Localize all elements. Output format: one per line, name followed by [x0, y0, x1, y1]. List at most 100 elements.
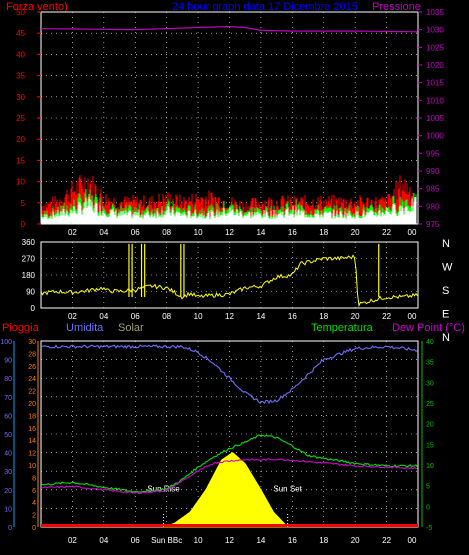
- pressure-ytick: 995: [426, 149, 440, 158]
- header-right-label: Pressione: [372, 1, 421, 13]
- temp-ytick: 0: [426, 504, 430, 511]
- direction-ytick: 360: [22, 238, 36, 247]
- panel-wind-xtick: 04: [99, 228, 108, 237]
- header-title: 24 hour graph data 17 Dicembre 2015: [172, 1, 358, 13]
- rain-ytick: 30: [28, 339, 36, 346]
- humidity-ytick: 70: [4, 395, 12, 402]
- label-solar: Solar: [118, 322, 144, 334]
- panel-wind-xtick: 10: [194, 228, 203, 237]
- rain-ytick: 20: [28, 401, 36, 408]
- pressure-ytick: 1030: [426, 26, 444, 35]
- temp-ytick: 5: [426, 484, 430, 491]
- pressure-ytick: 1035: [426, 8, 444, 17]
- humidity-ytick: 90: [4, 358, 12, 365]
- solar-area: [163, 452, 290, 528]
- panel-climate-xtick: 12: [225, 536, 234, 545]
- pressure-ytick: 1010: [426, 96, 444, 105]
- panel-direction-xtick: 14: [256, 312, 265, 321]
- wind-ytick: 30: [16, 93, 25, 102]
- direction-compass-label: N: [442, 238, 450, 250]
- panel-climate-xtick: Sun BBc: [151, 536, 182, 545]
- pressure-ytick: 985: [426, 185, 440, 194]
- rain-ytick: 16: [28, 426, 36, 433]
- panel-direction-xtick: 12: [225, 312, 234, 321]
- panel-wind-xtick: 06: [131, 228, 140, 237]
- pressure-line: [41, 25, 417, 33]
- wind-ytick: 15: [16, 156, 25, 165]
- temp-ytick: 30: [426, 380, 434, 387]
- pressure-ytick: 1020: [426, 61, 444, 70]
- panel-direction-xtick: 08: [162, 312, 171, 321]
- panel-direction-xtick: 22: [382, 312, 391, 321]
- humidity-ytick: 0: [8, 525, 12, 532]
- humidity-ytick: 80: [4, 376, 12, 383]
- rain-ytick: 8: [32, 475, 36, 482]
- wind-ytick: 45: [16, 29, 25, 38]
- rain-ytick: 18: [28, 413, 36, 420]
- panel-climate-xtick: 04: [99, 536, 108, 545]
- wind-ytick: 50: [16, 8, 25, 17]
- panel-climate-xtick: 00: [408, 536, 417, 545]
- panel-wind-xtick: 20: [351, 228, 360, 237]
- temp-ytick: 35: [426, 360, 434, 367]
- rain-ytick: 4: [32, 500, 36, 507]
- panel-direction-xtick: 02: [68, 312, 77, 321]
- humidity-ytick: 60: [4, 413, 12, 420]
- panel-climate-xtick: 18: [319, 536, 328, 545]
- humidity-ytick: 50: [4, 432, 12, 439]
- sunset-label: Sun Set: [273, 485, 302, 494]
- header-left-label: Forza vento): [6, 1, 68, 13]
- panel-direction-xtick: 10: [194, 312, 203, 321]
- humidity-line: [40, 344, 418, 405]
- panel-climate-xtick: 20: [351, 536, 360, 545]
- temp-ytick: 40: [426, 339, 434, 346]
- direction-ytick: 90: [26, 288, 35, 297]
- rain-ytick: 24: [28, 376, 36, 383]
- wind-ytick: 35: [16, 72, 25, 81]
- panel-climate-xtick: 06: [131, 536, 140, 545]
- panel-wind-xtick: 22: [382, 228, 391, 237]
- humidity-ytick: 20: [4, 488, 12, 495]
- panel-wind-xtick: 00: [408, 228, 417, 237]
- panel-wind-xtick: 08: [162, 228, 171, 237]
- temp-ytick: 20: [426, 422, 434, 429]
- humidity-ytick: 10: [4, 506, 12, 513]
- panel-direction-xtick: 00: [408, 312, 417, 321]
- rain-ytick: 28: [28, 351, 36, 358]
- dewpoint-line: [40, 458, 418, 495]
- wind-ytick: 0: [21, 220, 26, 229]
- wind-ytick: 10: [16, 178, 25, 187]
- wind-ytick: 40: [16, 50, 25, 59]
- panel-climate-xtick: 02: [68, 536, 77, 545]
- panel-direction-xtick: 04: [99, 312, 108, 321]
- pressure-ytick: 975: [426, 220, 440, 229]
- rain-bar: [41, 524, 418, 527]
- pressure-ytick: 1000: [426, 132, 444, 141]
- label-dewpoint: Dew Point (°C): [392, 322, 465, 334]
- pressure-ytick: 1025: [426, 43, 444, 52]
- panel-wind-xtick: 02: [68, 228, 77, 237]
- panel-direction-xtick: 18: [319, 312, 328, 321]
- rain-ytick: 0: [32, 525, 36, 532]
- panel-climate-xtick: 16: [288, 536, 297, 545]
- rain-ytick: 14: [28, 438, 36, 445]
- panel-climate-xtick: 14: [256, 536, 265, 545]
- wind-ytick: 20: [16, 135, 25, 144]
- pressure-ytick: 980: [426, 202, 440, 211]
- humidity-ytick: 30: [4, 469, 12, 476]
- temperature-line: [40, 434, 418, 494]
- panel-direction-xtick: 20: [351, 312, 360, 321]
- pressure-ytick: 990: [426, 167, 440, 176]
- label-temperatura: Temperatura: [311, 322, 374, 334]
- label-pioggia: Pioggia: [2, 322, 40, 334]
- rain-ytick: 2: [32, 513, 36, 520]
- rain-ytick: 6: [32, 488, 36, 495]
- humidity-ytick: 40: [4, 451, 12, 458]
- temp-ytick: -5: [426, 525, 432, 532]
- pressure-ytick: 1015: [426, 79, 444, 88]
- direction-ytick: 180: [22, 271, 36, 280]
- panel-direction-xtick: 16: [288, 312, 297, 321]
- panel-climate-xtick: 10: [194, 536, 203, 545]
- wind-ytick: 5: [21, 199, 26, 208]
